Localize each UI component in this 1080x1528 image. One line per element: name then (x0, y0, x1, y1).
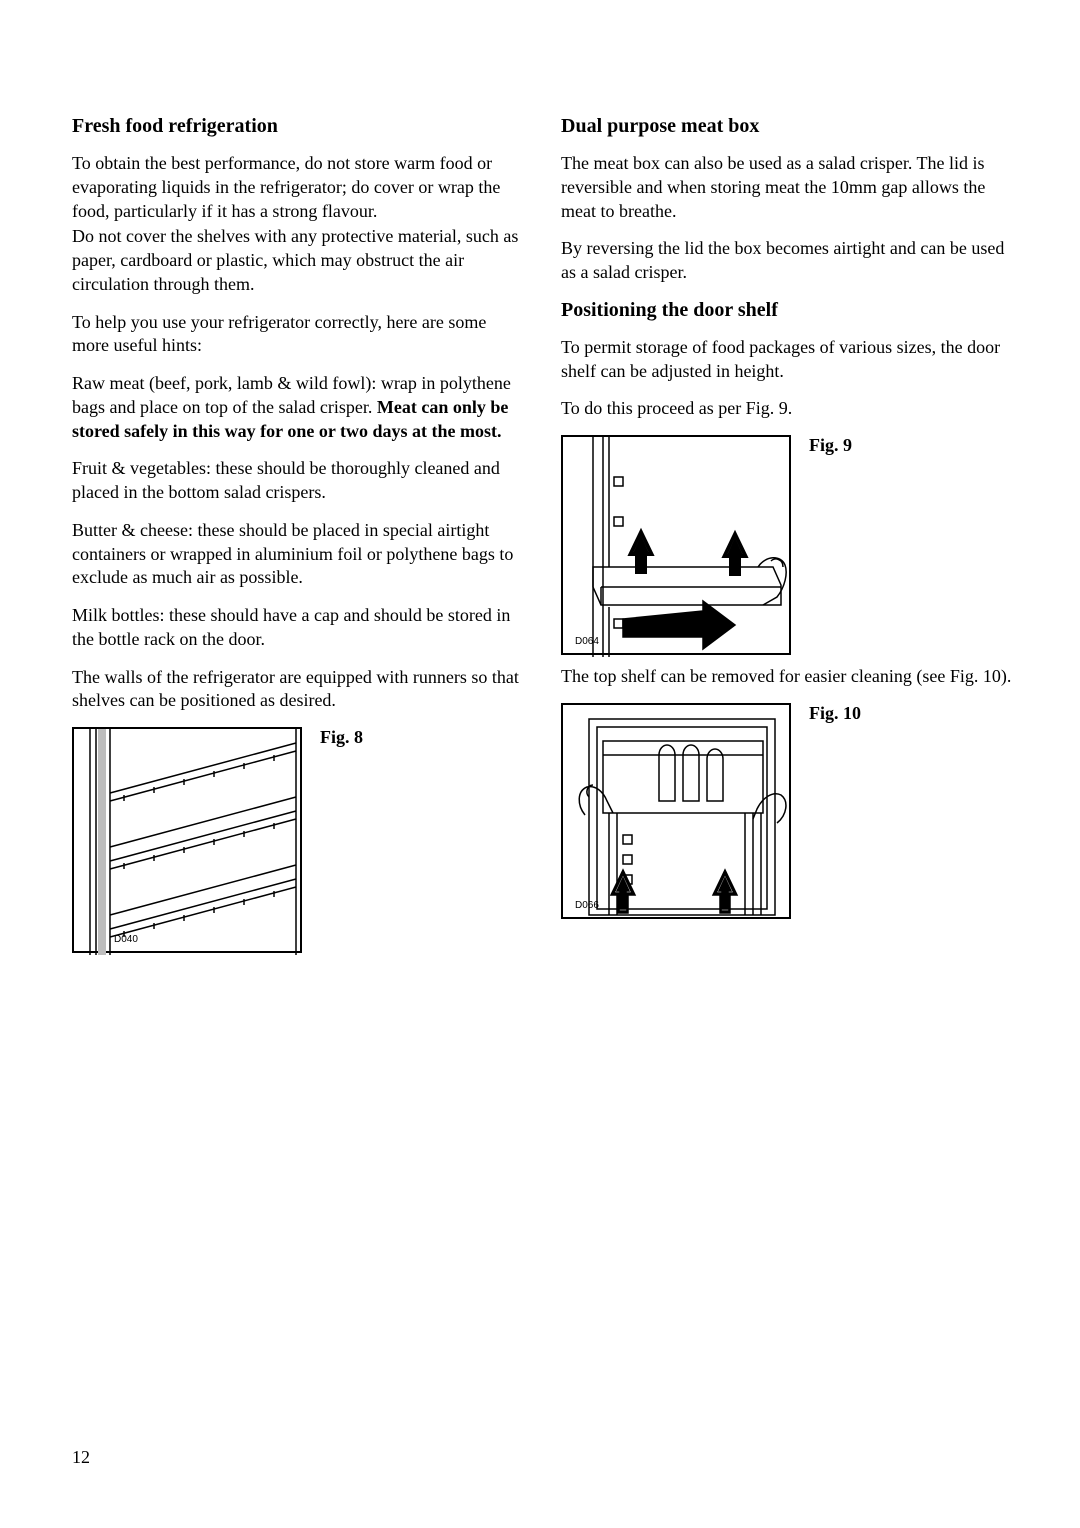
para: To do this proceed as per Fig. 9. (561, 397, 1012, 421)
heading-door-shelf: Positioning the door shelf (561, 299, 1012, 322)
right-column: Dual purpose meat box The meat box can a… (561, 115, 1012, 953)
para: Do not cover the shelves with any protec… (72, 225, 523, 296)
door-shelf-diagram-icon (563, 437, 793, 657)
figure-10-label: Fig. 10 (809, 703, 861, 724)
para: To help you use your refrigerator correc… (72, 311, 523, 359)
figure-8: D040 (72, 727, 302, 953)
para: The top shelf can be removed for easier … (561, 665, 1012, 689)
figure-8-wrap: D040 Fig. 8 (72, 727, 523, 953)
figure-9: D064 (561, 435, 791, 655)
manual-page: Fresh food refrigeration To obtain the b… (0, 0, 1080, 993)
top-shelf-diagram-icon (563, 705, 793, 921)
page-number: 12 (72, 1447, 90, 1468)
para: To obtain the best performance, do not s… (72, 152, 523, 223)
figure-8-label: Fig. 8 (320, 727, 363, 748)
para: By reversing the lid the box becomes air… (561, 237, 1012, 285)
figure-10: D066 (561, 703, 791, 919)
left-column: Fresh food refrigeration To obtain the b… (72, 115, 523, 953)
para: Fruit & vegetables: these should be thor… (72, 457, 523, 505)
para: Raw meat (beef, pork, lamb & wild fowl):… (72, 372, 523, 443)
shelf-diagram-icon (74, 729, 304, 955)
para: The meat box can also be used as a salad… (561, 152, 1012, 223)
para: To permit storage of food packages of va… (561, 336, 1012, 384)
figure-tag: D040 (114, 934, 138, 945)
para: The walls of the refrigerator are equipp… (72, 666, 523, 714)
para: Milk bottles: these should have a cap an… (72, 604, 523, 652)
heading-fresh-food: Fresh food refrigeration (72, 115, 523, 138)
figure-9-label: Fig. 9 (809, 435, 852, 456)
figure-tag: D064 (575, 636, 599, 647)
figure-10-wrap: D066 Fig. 10 (561, 703, 1012, 919)
figure-9-wrap: D064 Fig. 9 (561, 435, 1012, 655)
figure-tag: D066 (575, 900, 599, 911)
para: Butter & cheese: these should be placed … (72, 519, 523, 590)
heading-meat-box: Dual purpose meat box (561, 115, 1012, 138)
